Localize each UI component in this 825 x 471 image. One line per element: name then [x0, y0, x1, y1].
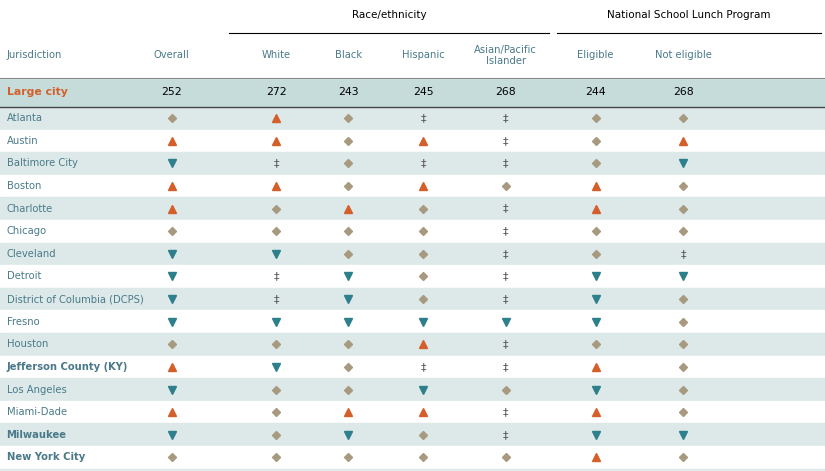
Text: ‡: ‡	[274, 294, 279, 304]
Text: Charlotte: Charlotte	[7, 203, 53, 214]
Text: ‡: ‡	[503, 362, 508, 372]
Text: Overall: Overall	[153, 50, 190, 60]
Bar	[0, 446, 825, 469]
Text: ‡: ‡	[274, 271, 279, 282]
Text: Baltimore City: Baltimore City	[7, 158, 78, 169]
Text: Asian/Pacific
Islander: Asian/Pacific Islander	[474, 45, 537, 66]
Text: Los Angeles: Los Angeles	[7, 384, 66, 395]
Bar	[0, 7, 825, 78]
Text: Large city: Large city	[7, 87, 68, 97]
Text: ‡: ‡	[421, 113, 426, 123]
Text: ‡: ‡	[274, 158, 279, 169]
Text: ‡: ‡	[503, 294, 508, 304]
Bar	[0, 378, 825, 401]
Bar	[0, 265, 825, 288]
Text: ‡: ‡	[503, 271, 508, 282]
Text: 245: 245	[413, 87, 434, 97]
Text: ‡: ‡	[503, 203, 508, 214]
Text: White: White	[262, 50, 291, 60]
Bar	[0, 469, 825, 471]
Text: Austin: Austin	[7, 136, 38, 146]
Bar	[0, 78, 825, 107]
Text: District of Columbia (DCPS): District of Columbia (DCPS)	[7, 294, 144, 304]
Text: ‡: ‡	[421, 362, 426, 372]
Text: Jurisdiction: Jurisdiction	[7, 50, 62, 60]
Text: Milwaukee: Milwaukee	[7, 430, 67, 440]
Text: Fresno: Fresno	[7, 317, 40, 327]
Text: ‡: ‡	[503, 407, 508, 417]
Bar	[0, 130, 825, 152]
Text: National School Lunch Program: National School Lunch Program	[607, 10, 771, 20]
Bar	[0, 220, 825, 243]
Text: Black: Black	[335, 50, 361, 60]
Text: Hispanic: Hispanic	[402, 50, 445, 60]
Text: ‡: ‡	[421, 158, 426, 169]
Bar	[0, 107, 825, 130]
Text: ‡: ‡	[503, 430, 508, 440]
Bar	[0, 356, 825, 378]
Bar	[0, 333, 825, 356]
Text: Detroit: Detroit	[7, 271, 41, 282]
Bar	[0, 243, 825, 265]
Text: 272: 272	[266, 87, 287, 97]
Text: 268: 268	[672, 87, 693, 97]
Text: 243: 243	[338, 87, 358, 97]
Text: Jefferson County (KY): Jefferson County (KY)	[7, 362, 128, 372]
Text: ‡: ‡	[503, 136, 508, 146]
Text: 252: 252	[161, 87, 182, 97]
Text: Chicago: Chicago	[7, 226, 47, 236]
Text: ‡: ‡	[503, 339, 508, 349]
Bar	[0, 401, 825, 423]
Text: ‡: ‡	[503, 249, 508, 259]
Text: New York City: New York City	[7, 452, 85, 463]
Bar	[0, 152, 825, 175]
Text: Cleveland: Cleveland	[7, 249, 56, 259]
Text: Boston: Boston	[7, 181, 41, 191]
Bar	[0, 423, 825, 446]
Text: ‡: ‡	[681, 249, 686, 259]
Text: Race/ethnicity: Race/ethnicity	[351, 10, 427, 20]
Text: Miami-Dade: Miami-Dade	[7, 407, 67, 417]
Text: 244: 244	[586, 87, 606, 97]
Text: Atlanta: Atlanta	[7, 113, 43, 123]
Text: ‡: ‡	[503, 226, 508, 236]
Text: Eligible: Eligible	[578, 50, 614, 60]
Bar	[0, 197, 825, 220]
Text: ‡: ‡	[503, 113, 508, 123]
Bar	[0, 310, 825, 333]
Text: Houston: Houston	[7, 339, 48, 349]
Text: Not eligible: Not eligible	[655, 50, 711, 60]
Text: ‡: ‡	[503, 158, 508, 169]
Text: 268: 268	[495, 87, 516, 97]
Bar	[0, 288, 825, 310]
Bar	[0, 175, 825, 197]
